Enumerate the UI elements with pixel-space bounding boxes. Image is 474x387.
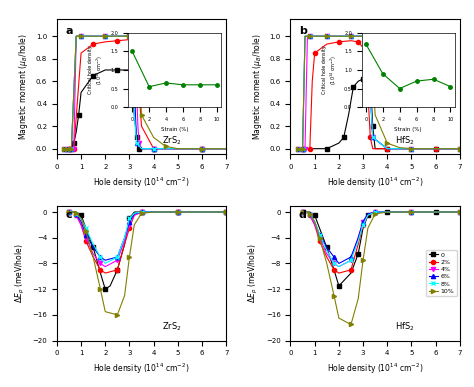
Text: HfS$_2$: HfS$_2$ [395,321,415,333]
Text: b: b [299,26,307,36]
Legend: 0, 2%, 4%, 6%, 8%, 10%: 0, 2%, 4%, 6%, 8%, 10% [426,250,456,296]
Text: ZrS$_2$: ZrS$_2$ [162,321,182,333]
Y-axis label: $\Delta E_p$ (meV/hole): $\Delta E_p$ (meV/hole) [247,243,260,303]
Y-axis label: $\Delta E_p$ (meV/hole): $\Delta E_p$ (meV/hole) [14,243,27,303]
X-axis label: Hole density ($10^{14}$ cm$^{-2}$): Hole density ($10^{14}$ cm$^{-2}$) [93,362,190,376]
Text: ZrS$_2$: ZrS$_2$ [162,135,182,147]
Y-axis label: Magnetic moment ($\mu_B$/hole): Magnetic moment ($\mu_B$/hole) [251,33,264,140]
Text: c: c [65,210,72,220]
X-axis label: Hole density ($10^{14}$ cm$^{-2}$): Hole density ($10^{14}$ cm$^{-2}$) [327,362,423,376]
X-axis label: Hole density ($10^{14}$ cm$^{-2}$): Hole density ($10^{14}$ cm$^{-2}$) [93,176,190,190]
Text: a: a [65,26,73,36]
X-axis label: Hole density ($10^{14}$ cm$^{-2}$): Hole density ($10^{14}$ cm$^{-2}$) [327,176,423,190]
Text: d: d [299,210,307,220]
Y-axis label: Magnetic moment ($\mu_B$/hole): Magnetic moment ($\mu_B$/hole) [18,33,30,140]
Text: HfS$_2$: HfS$_2$ [395,135,415,147]
